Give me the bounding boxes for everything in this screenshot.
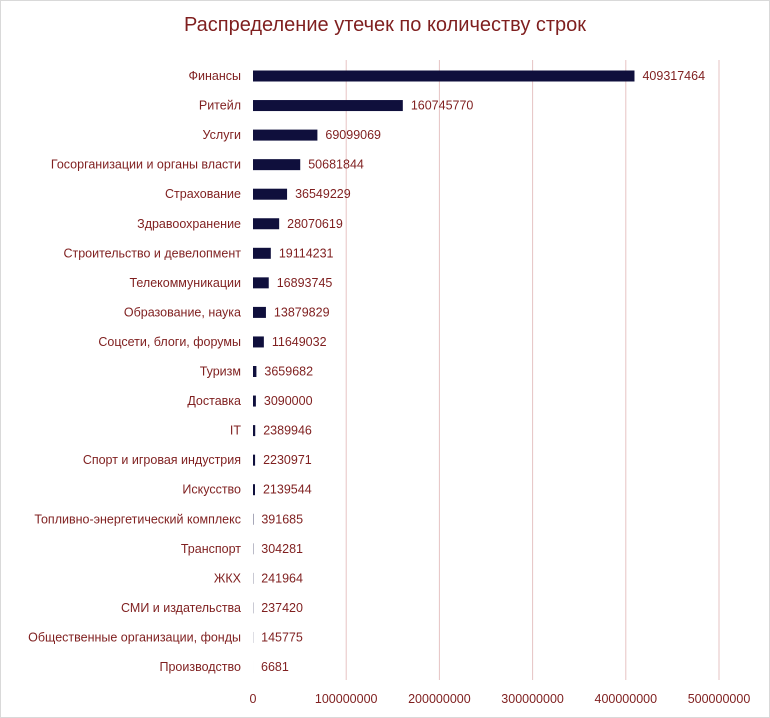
- x-tick-label: 0: [250, 692, 257, 706]
- data-label: 2230971: [263, 453, 312, 467]
- category-label: IT: [230, 424, 241, 438]
- category-label: Производство: [159, 660, 241, 674]
- bar: [253, 247, 271, 259]
- x-tick-label: 200000000: [408, 692, 471, 706]
- category-label: Страхование: [165, 187, 241, 201]
- category-label: Госорганизации и органы власти: [51, 158, 241, 172]
- data-label: 3090000: [264, 394, 313, 408]
- category-label: ЖКХ: [214, 571, 242, 585]
- bar: [253, 306, 266, 318]
- category-label: Искусство: [182, 483, 241, 497]
- data-label: 11649032: [272, 335, 327, 349]
- bar: [253, 218, 280, 230]
- data-label: 409317464: [642, 69, 705, 83]
- category-label: Туризм: [200, 365, 241, 379]
- data-label: 2139544: [263, 483, 312, 497]
- bar: [253, 395, 256, 407]
- category-label: Ритейл: [199, 99, 241, 113]
- x-tick-label: 500000000: [688, 692, 751, 706]
- category-label: Телекоммуникации: [129, 276, 241, 290]
- data-label: 13879829: [274, 305, 330, 319]
- data-label: 36549229: [295, 187, 351, 201]
- data-label: 50681844: [308, 158, 364, 172]
- category-label: СМИ и издательства: [121, 601, 241, 615]
- data-label: 3659682: [264, 365, 313, 379]
- category-label: Доставка: [187, 394, 241, 408]
- bar: [253, 425, 256, 437]
- bar: [253, 336, 264, 348]
- data-label: 28070619: [287, 217, 343, 231]
- category-label: Здравоохранение: [137, 217, 241, 231]
- category-label: Услуги: [203, 128, 241, 142]
- category-label: Финансы: [189, 69, 241, 83]
- category-label: Строительство и девелопмент: [63, 246, 241, 260]
- bar: [253, 366, 257, 377]
- data-label: 304281: [261, 542, 303, 556]
- bar: [253, 159, 301, 171]
- data-label: 241964: [261, 571, 303, 585]
- data-label: 2389946: [263, 424, 312, 438]
- category-label: Образование, наука: [124, 305, 241, 319]
- data-label: 16893745: [277, 276, 333, 290]
- x-tick-label: 400000000: [595, 692, 658, 706]
- data-label: 160745770: [411, 99, 474, 113]
- data-label: 391685: [261, 512, 303, 526]
- x-tick-label: 300000000: [501, 692, 564, 706]
- data-label: 237420: [261, 601, 303, 615]
- category-label: Топливно-энергетический комплекс: [34, 512, 241, 526]
- bar: [253, 129, 318, 141]
- data-label: 145775: [261, 630, 303, 644]
- x-tick-label: 100000000: [315, 692, 378, 706]
- data-label: 69099069: [325, 128, 381, 142]
- bar: [253, 454, 256, 466]
- bar: [253, 100, 403, 112]
- bar: [253, 277, 269, 289]
- category-label: Спорт и игровая индустрия: [83, 453, 241, 467]
- data-label: 19114231: [279, 246, 334, 260]
- category-label: Транспорт: [181, 542, 241, 556]
- bar: [253, 188, 288, 200]
- bar: [253, 70, 635, 82]
- data-label: 6681: [261, 660, 289, 674]
- chart-title: Распределение утечек по количеству строк: [183, 14, 587, 36]
- category-label: Общественные организации, фонды: [28, 630, 241, 644]
- category-label: Соцсети, блоги, форумы: [98, 335, 241, 349]
- bar: [253, 484, 255, 496]
